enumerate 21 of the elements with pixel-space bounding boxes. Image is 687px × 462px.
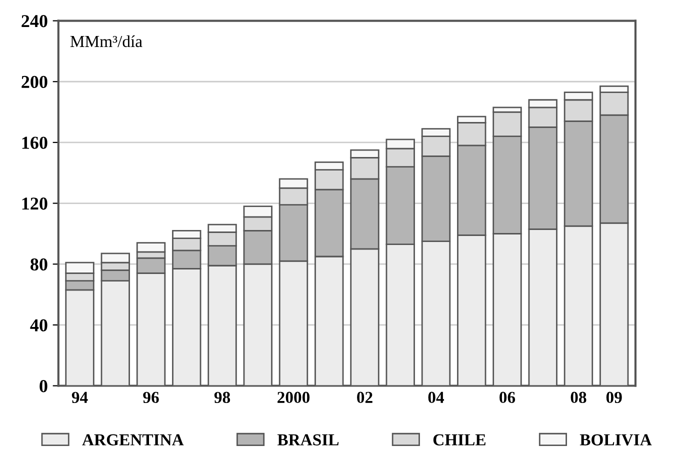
legend-label: BRASIL xyxy=(277,434,339,446)
y-tick-label: 0 xyxy=(40,380,48,392)
x-tick-label: 04 xyxy=(428,392,444,404)
y-tick-label: 40 xyxy=(30,319,48,332)
x-tick-label: 98 xyxy=(214,392,230,404)
x-tick-label: 08 xyxy=(570,392,586,404)
y-tick-label: 200 xyxy=(22,76,48,88)
y-tick-label: 240 xyxy=(22,15,48,28)
y-tick-label: 80 xyxy=(30,258,48,271)
x-tick-label: 96 xyxy=(143,392,159,404)
x-tick-label: 2000 xyxy=(278,392,310,404)
legend-label: CHILE xyxy=(433,434,486,446)
y-tick-label: 120 xyxy=(22,198,48,210)
x-tick-label: 06 xyxy=(500,392,516,404)
legend-label: BOLIVIA xyxy=(580,434,652,446)
y-tick-label: 160 xyxy=(22,136,48,149)
x-tick-label: 94 xyxy=(72,392,88,404)
legend-label: ARGENTINA xyxy=(82,434,184,446)
y-axis-title: MMm³/día xyxy=(70,35,142,48)
x-tick-label: 09 xyxy=(606,392,622,404)
x-tick-label: 02 xyxy=(357,392,372,404)
